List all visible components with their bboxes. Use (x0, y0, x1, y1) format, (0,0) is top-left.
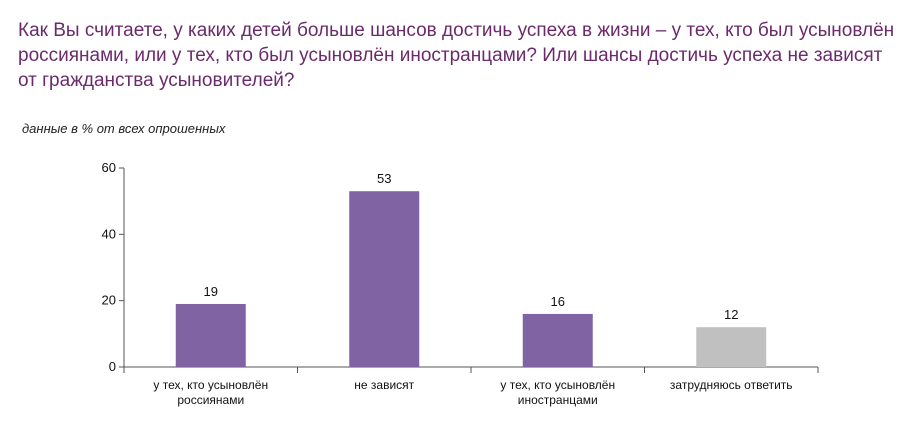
x-tick-label: иностранцами (518, 393, 598, 407)
chart-title: Как Вы считаете, у каких детей больше ша… (18, 20, 895, 91)
y-tick-label: 60 (102, 160, 116, 175)
y-tick-label: 20 (102, 293, 116, 308)
data-label: 12 (724, 307, 738, 322)
chart-subtitle: данные в % от всех опрошенных (22, 121, 226, 136)
data-label: 19 (204, 284, 218, 299)
x-tick-label: у тех, кто усыновлён (500, 378, 615, 392)
bar (696, 327, 767, 367)
data-label: 16 (551, 294, 565, 309)
y-tick-label: 40 (102, 226, 116, 241)
bar (175, 303, 246, 367)
x-tick-label: у тех, кто усыновлён (153, 378, 268, 392)
x-tick-label: затрудняюсь ответить (670, 378, 793, 392)
x-tick-label: россиянами (177, 393, 244, 407)
bar (522, 313, 593, 367)
y-tick-label: 0 (109, 359, 116, 374)
bar (349, 191, 420, 367)
data-label: 53 (377, 171, 391, 186)
x-tick-label: не зависят (354, 378, 414, 392)
